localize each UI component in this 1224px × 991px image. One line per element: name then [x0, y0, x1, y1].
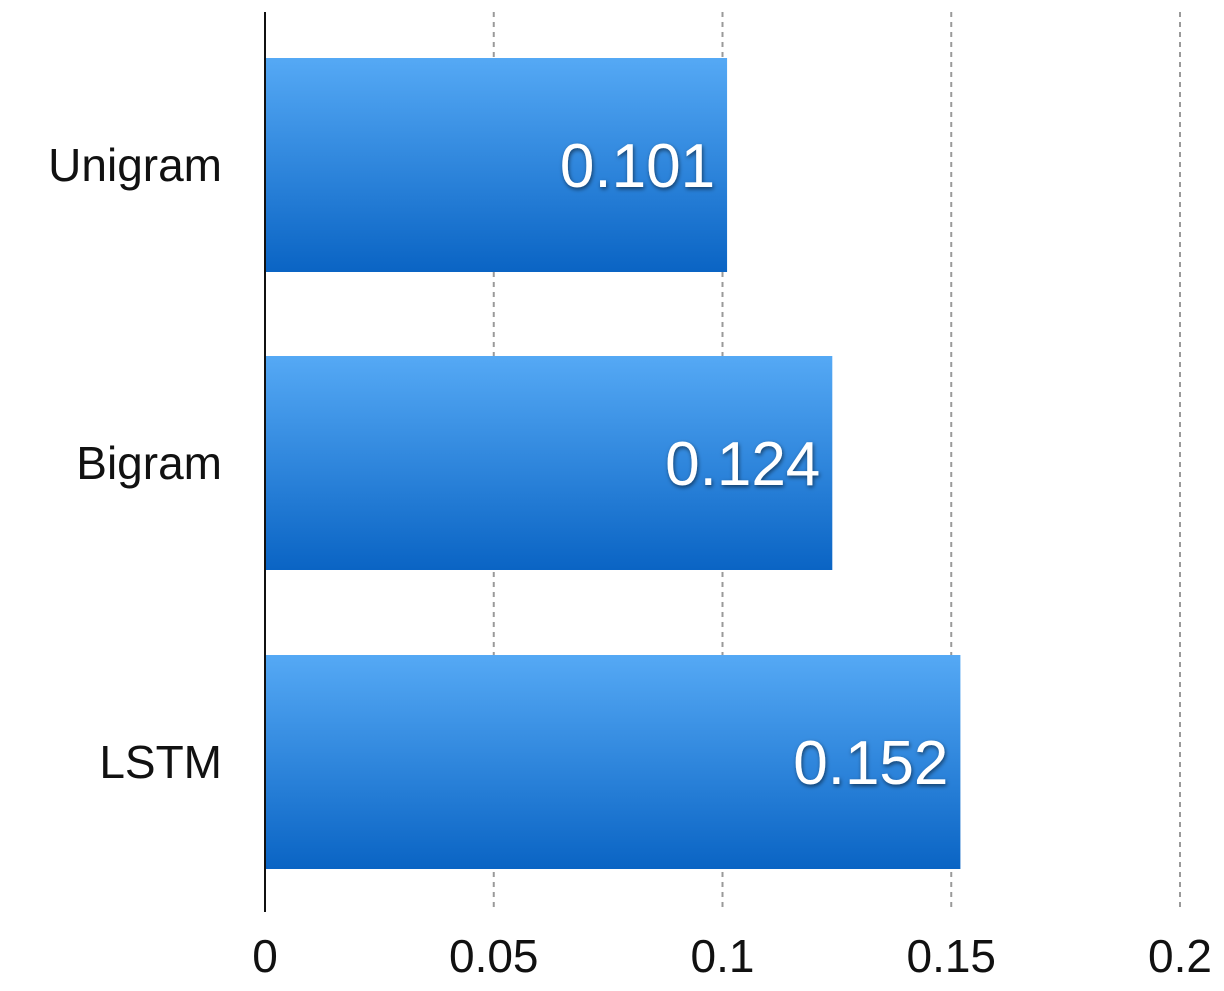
x-tick-label-2: 0.1 [691, 930, 755, 982]
x-tick-label-4: 0.2 [1148, 930, 1212, 982]
x-tick-labels: 0 0.05 0.1 0.15 0.2 [252, 930, 1212, 982]
category-label-bigram: Bigram [76, 437, 222, 489]
x-tick-label-1: 0.05 [449, 930, 539, 982]
value-label-lstm: 0.152 [793, 729, 948, 798]
value-label-unigram: 0.101 [560, 132, 715, 201]
category-label-lstm: LSTM [99, 736, 222, 788]
x-tick-label-3: 0.15 [906, 930, 996, 982]
value-labels: 0.101 0.124 0.152 [560, 132, 948, 798]
x-tick-label-0: 0 [252, 930, 278, 982]
category-labels: Unigram Bigram LSTM [48, 139, 222, 788]
bar-bigram [266, 356, 833, 570]
bar-unigram [266, 58, 728, 272]
category-label-unigram: Unigram [48, 139, 222, 191]
bar-lstm [266, 655, 961, 869]
value-label-bigram: 0.124 [665, 430, 820, 499]
bars [266, 58, 961, 869]
